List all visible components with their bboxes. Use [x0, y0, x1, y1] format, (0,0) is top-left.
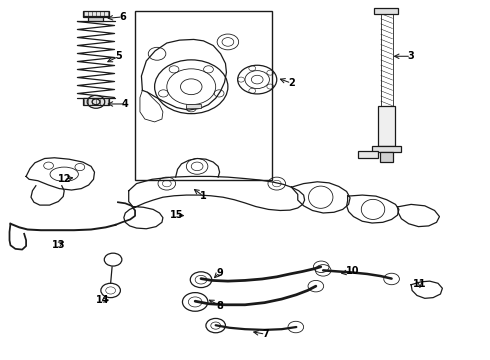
Bar [135, 12, 272, 180]
Text: 12: 12 [57, 174, 71, 184]
Text: 4: 4 [122, 99, 129, 109]
Text: 11: 11 [413, 279, 427, 289]
Text: 10: 10 [346, 266, 359, 276]
Text: 5: 5 [116, 51, 122, 61]
Text: 3: 3 [408, 51, 415, 61]
Text: 6: 6 [120, 12, 126, 22]
Text: 8: 8 [216, 301, 223, 311]
Bar [83, 98, 109, 105]
Text: 1: 1 [200, 191, 207, 201]
Bar [374, 8, 398, 14]
Text: 7: 7 [262, 329, 269, 339]
Bar [380, 152, 392, 162]
Bar [186, 104, 201, 108]
Bar [83, 11, 109, 17]
Text: 2: 2 [288, 78, 295, 88]
Text: 13: 13 [51, 239, 65, 249]
Bar [358, 150, 378, 158]
Text: 15: 15 [170, 210, 183, 220]
Bar [372, 146, 401, 152]
Bar [88, 17, 103, 21]
Text: 9: 9 [216, 267, 223, 278]
Bar [378, 107, 395, 146]
Text: 14: 14 [96, 295, 109, 305]
